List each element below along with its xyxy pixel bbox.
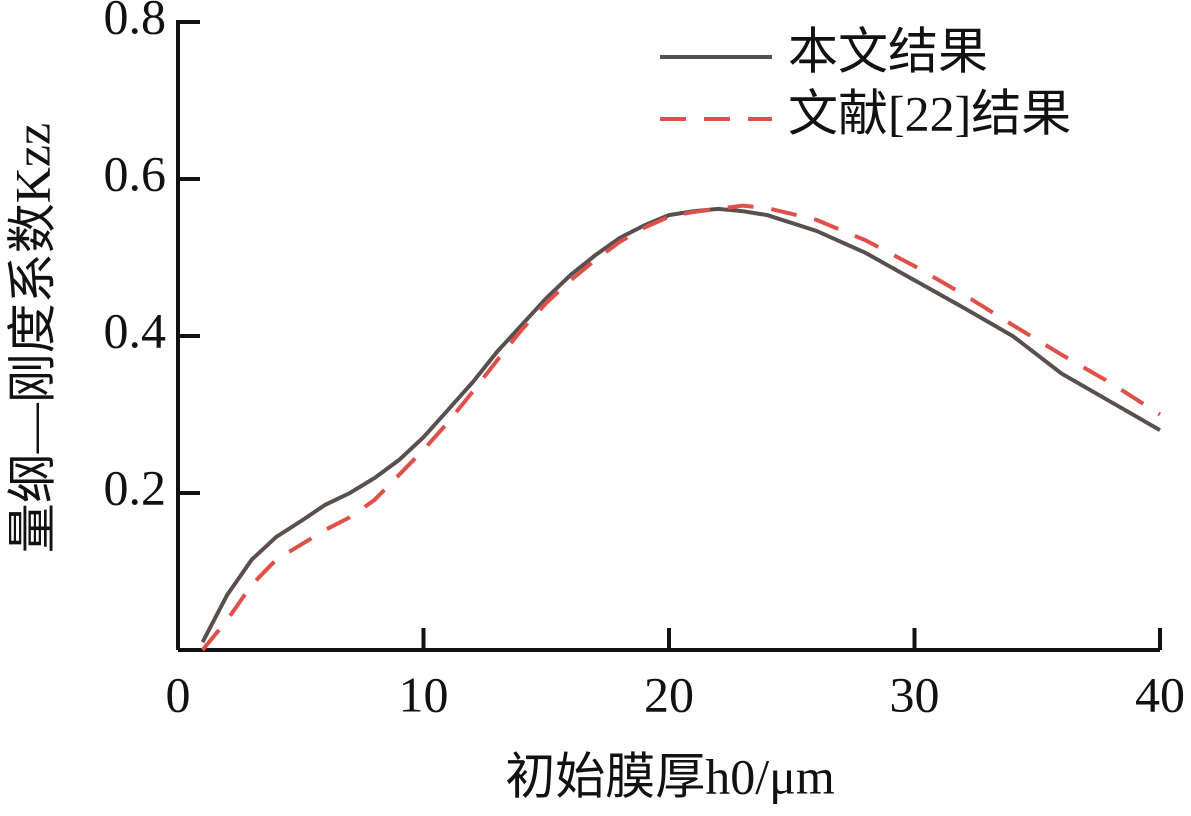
x-axis-label: 初始膜厚h0/μm [505, 748, 835, 804]
x-tick-label: 20 [644, 666, 694, 722]
line-series [201, 203, 1162, 652]
y-tick-label: 0.6 [104, 145, 167, 201]
x-tick-label: 10 [399, 666, 449, 722]
x-tick-label: 30 [890, 666, 940, 722]
x-tick-label: 0 [166, 666, 191, 722]
x-tick-label: 40 [1135, 666, 1185, 722]
y-tick-label: 0.8 [104, 0, 167, 44]
y-axis-label: 量纲—刚度系数Kzz [4, 123, 60, 554]
y-tick-label: 0.4 [104, 302, 167, 358]
y-tick-label: 0.2 [104, 459, 167, 515]
line-series [200, 206, 1161, 644]
legend-label: 文献[22]结果 [788, 85, 1071, 141]
legend-label: 本文结果 [788, 23, 988, 79]
